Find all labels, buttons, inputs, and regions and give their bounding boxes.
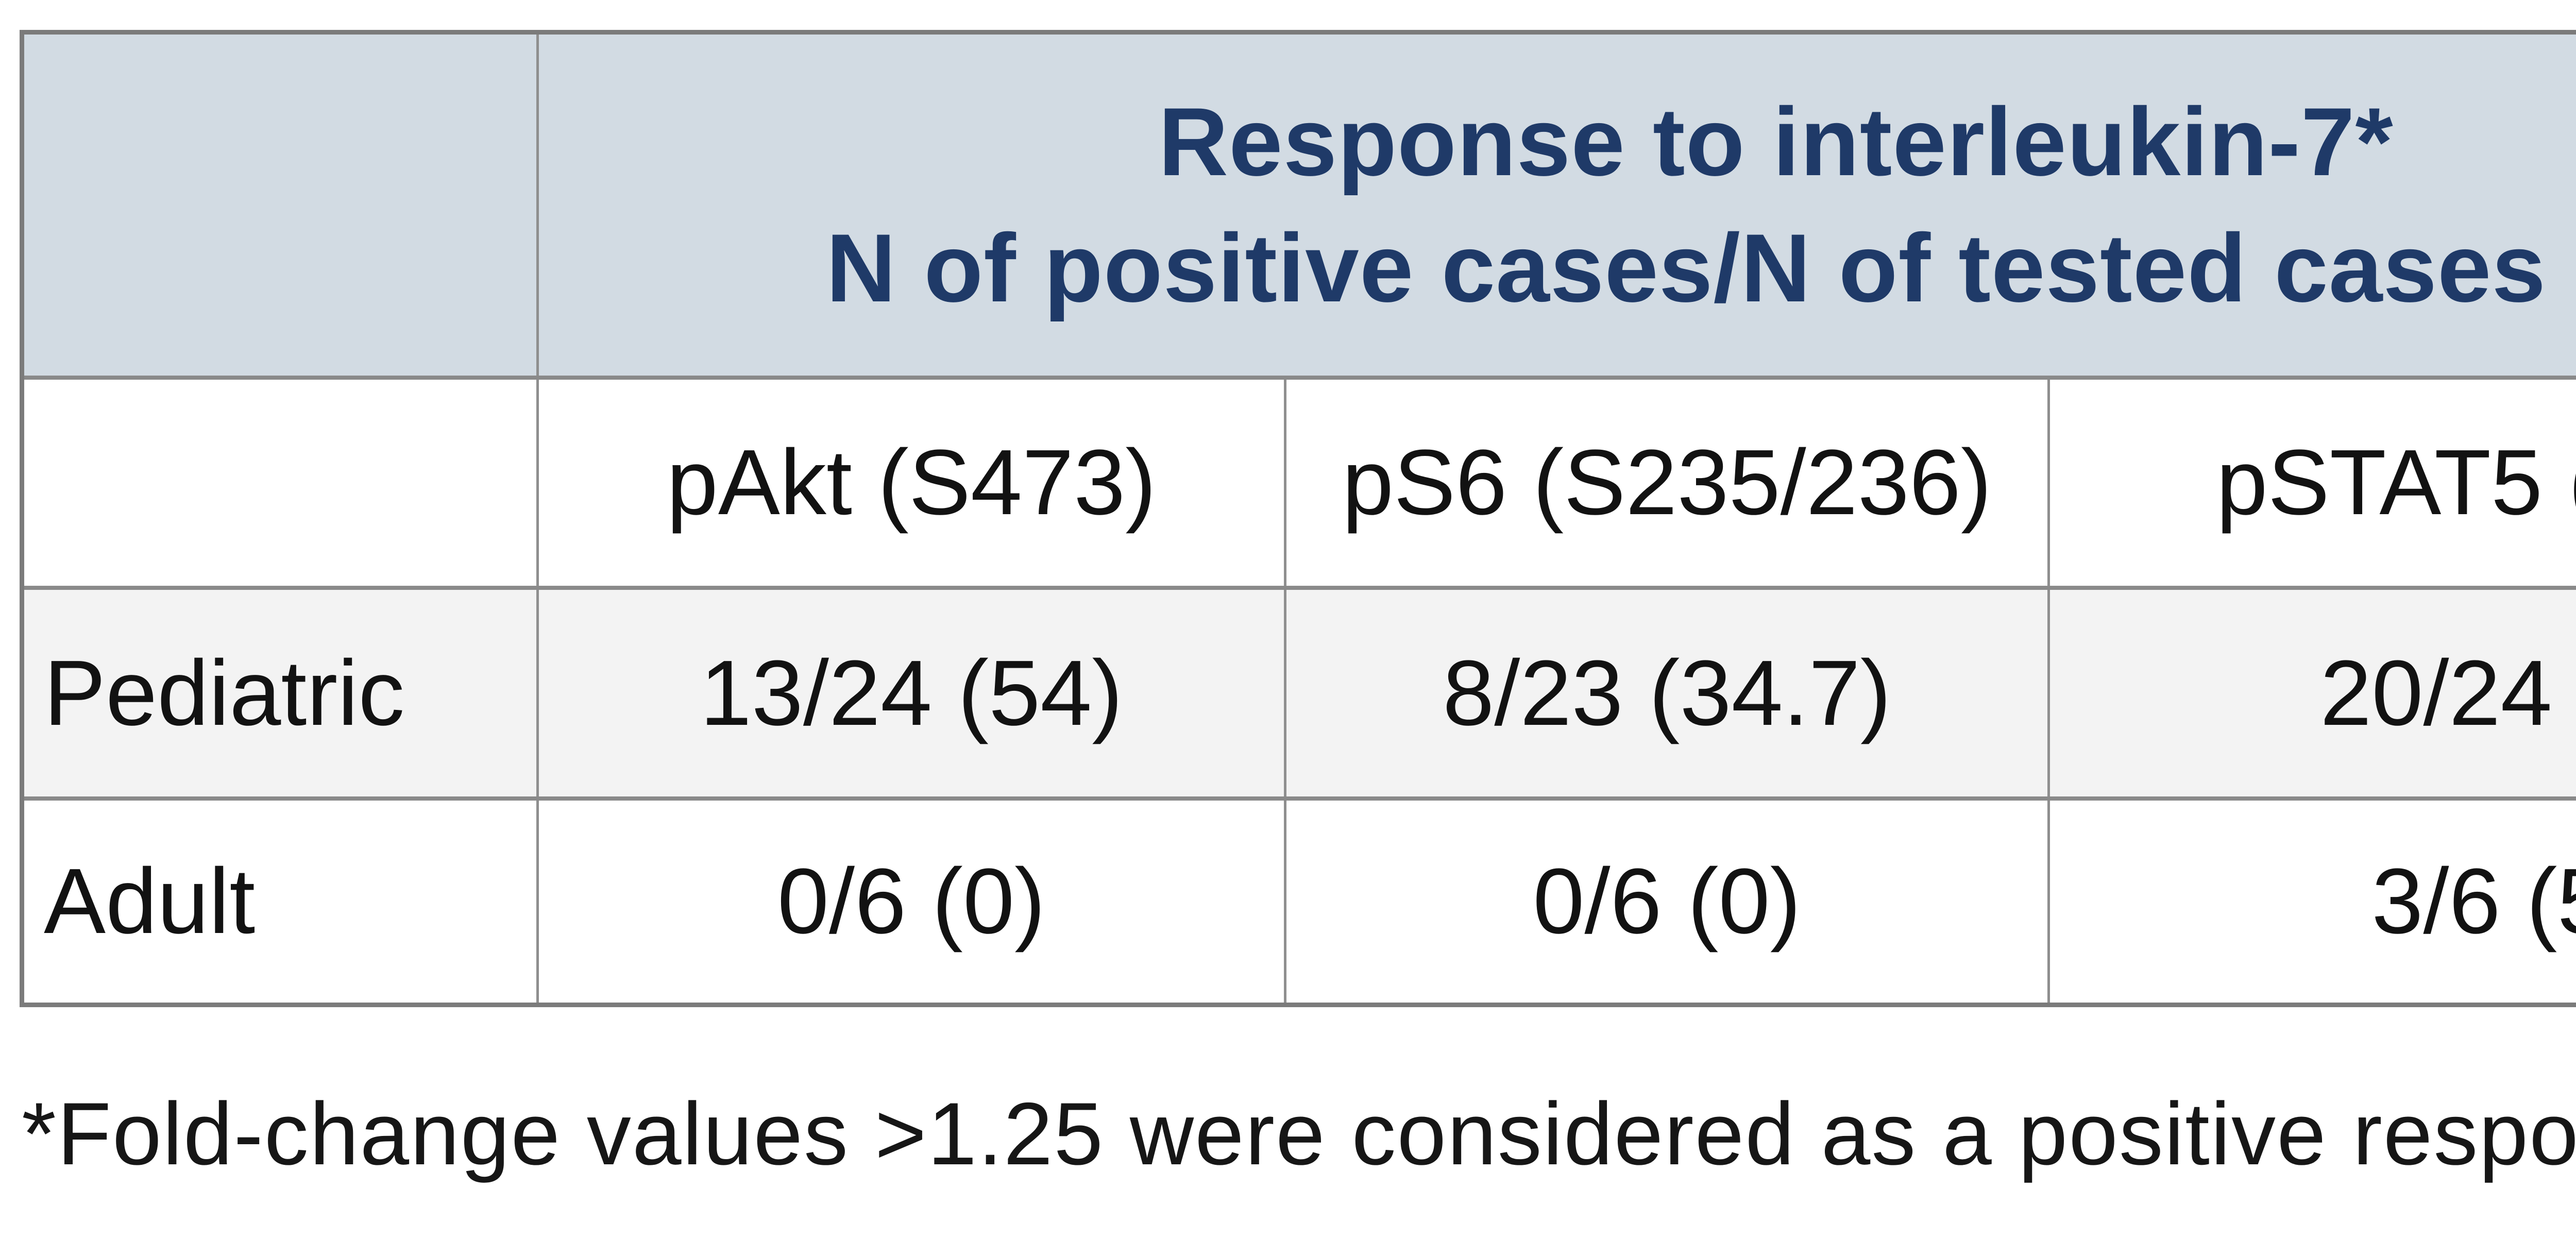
cell-pediatric-pakt: 13/24 (54) <box>536 585 1286 801</box>
table-row-pediatric: Pediatric 13/24 (54) 8/23 (34.7) 20/24 (… <box>21 585 2576 801</box>
title-row: Response to interleukin-7* N of positive… <box>21 30 2576 380</box>
table-title-line2: N of positive cases/N of tested cases (%… <box>826 213 2576 322</box>
column-header-pstat5: pSTAT5 (Y694) <box>2047 375 2576 590</box>
cell-pediatric-pstat5: 20/24 (83) <box>2047 585 2576 801</box>
cell-adult-ps6: 0/6 (0) <box>1284 796 2050 1007</box>
column-header-pakt: pAkt (S473) <box>536 375 1286 590</box>
table-title-line1: Response to interleukin-7* <box>1158 87 2394 196</box>
empty-header-cell <box>21 375 539 590</box>
cell-pediatric-ps6: 8/23 (34.7) <box>1284 585 2050 801</box>
column-header-row: pAkt (S473) pS6 (S235/236) pSTAT5 (Y694) <box>21 375 2576 590</box>
row-label-pediatric: Pediatric <box>21 585 539 801</box>
il7-response-table: Response to interleukin-7* N of positive… <box>20 30 2576 1007</box>
table-row-adult: Adult 0/6 (0) 0/6 (0) 3/6 (50) <box>21 796 2576 1007</box>
corner-cell <box>21 30 539 380</box>
table-title-cell: Response to interleukin-7* N of positive… <box>536 30 2576 380</box>
footnote: *Fold-change values >1.25 were considere… <box>22 1084 2576 1183</box>
cell-adult-pstat5: 3/6 (50) <box>2047 796 2576 1007</box>
column-header-ps6: pS6 (S235/236) <box>1284 375 2050 590</box>
cell-adult-pakt: 0/6 (0) <box>536 796 1286 1007</box>
row-label-adult: Adult <box>21 796 539 1007</box>
